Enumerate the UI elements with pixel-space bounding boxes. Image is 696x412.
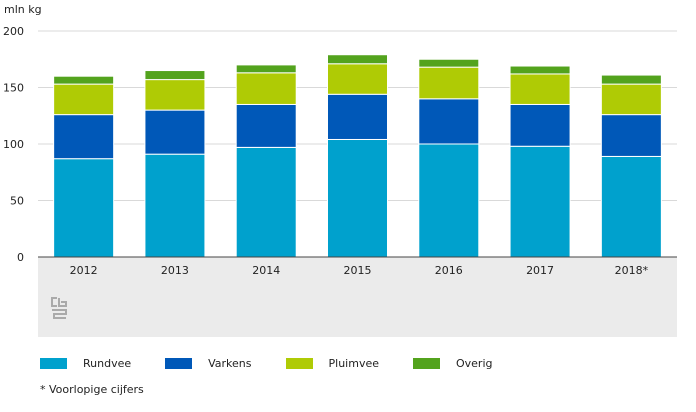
bar-overig-2017 (509, 65, 571, 75)
y-axis-unit: mln kg (4, 3, 42, 16)
y-tick-label: 200 (3, 25, 24, 38)
footnote: * Voorlopige cijfers (40, 383, 144, 396)
legend-swatch-rundvee (40, 358, 67, 369)
x-axis-ticks: 2012 2013 2014 2015 2016 2017 2018* (70, 264, 649, 277)
y-tick-label: 0 (17, 251, 24, 264)
legend-label-overig: Overig (456, 357, 493, 370)
x-tick-label: 2017 (526, 264, 554, 277)
bar-pluimvee-2012 (53, 83, 115, 116)
bar-pluimvee-2017 (509, 73, 571, 105)
bar-rundvee-2016 (418, 143, 480, 258)
legend-label-varkens: Varkens (208, 357, 252, 370)
y-tick-label: 50 (10, 195, 24, 208)
bar-rundvee-2017 (509, 145, 571, 258)
bar-overig-2016 (418, 58, 480, 68)
cbs-logo-icon (51, 297, 67, 319)
bar-pluimvee-2013 (144, 79, 206, 111)
x-tick-label: 2013 (161, 264, 189, 277)
legend-item-pluimvee: Pluimvee (285, 357, 379, 370)
bar-varkens-2012 (53, 114, 115, 160)
stacked-bar-chart: mln kg 0 50 100 150 200 2012 2013 2014 2015 2016… (3, 3, 677, 337)
x-axis-band (38, 257, 677, 337)
x-tick-label: 2018* (615, 264, 649, 277)
bars (53, 54, 662, 258)
legend-swatch-varkens (165, 358, 193, 369)
bar-varkens-2018 (600, 114, 662, 157)
bar-varkens-2013 (144, 109, 206, 155)
bar-pluimvee-2014 (235, 72, 297, 105)
bar-rundvee-2015 (327, 138, 388, 258)
bar-varkens-2015 (327, 93, 388, 140)
bar-overig-2013 (144, 70, 206, 81)
legend-label-rundvee: Rundvee (83, 357, 132, 370)
bar-overig-2014 (235, 64, 297, 74)
legend-item-overig: Overig (413, 357, 493, 370)
bar-pluimvee-2018 (600, 83, 662, 116)
bar-varkens-2017 (509, 103, 571, 147)
x-tick-label: 2015 (344, 264, 372, 277)
legend-item-varkens: Varkens (165, 357, 252, 370)
x-tick-label: 2014 (252, 264, 280, 277)
legend: Rundvee Varkens Pluimvee Overig (40, 357, 527, 370)
bar-overig-2012 (53, 75, 115, 85)
bar-overig-2015 (327, 54, 388, 65)
bar-pluimvee-2015 (327, 63, 388, 95)
legend-label-pluimvee: Pluimvee (328, 357, 379, 370)
legend-swatch-pluimvee (285, 358, 313, 369)
bar-rundvee-2012 (53, 158, 115, 258)
bar-pluimvee-2016 (418, 66, 480, 100)
bar-rundvee-2018 (600, 155, 662, 258)
x-tick-label: 2012 (70, 264, 98, 277)
bar-varkens-2016 (418, 98, 480, 145)
bar-rundvee-2013 (144, 153, 206, 258)
bar-varkens-2014 (235, 103, 297, 148)
legend-swatch-overig (413, 358, 440, 369)
y-tick-label: 150 (3, 82, 24, 95)
legend-item-rundvee: Rundvee (40, 357, 131, 370)
x-tick-label: 2016 (435, 264, 463, 277)
y-tick-label: 100 (3, 138, 24, 151)
bar-rundvee-2014 (235, 146, 297, 258)
bar-overig-2018 (600, 74, 662, 85)
y-axis-ticks: 0 50 100 150 200 (3, 25, 24, 264)
